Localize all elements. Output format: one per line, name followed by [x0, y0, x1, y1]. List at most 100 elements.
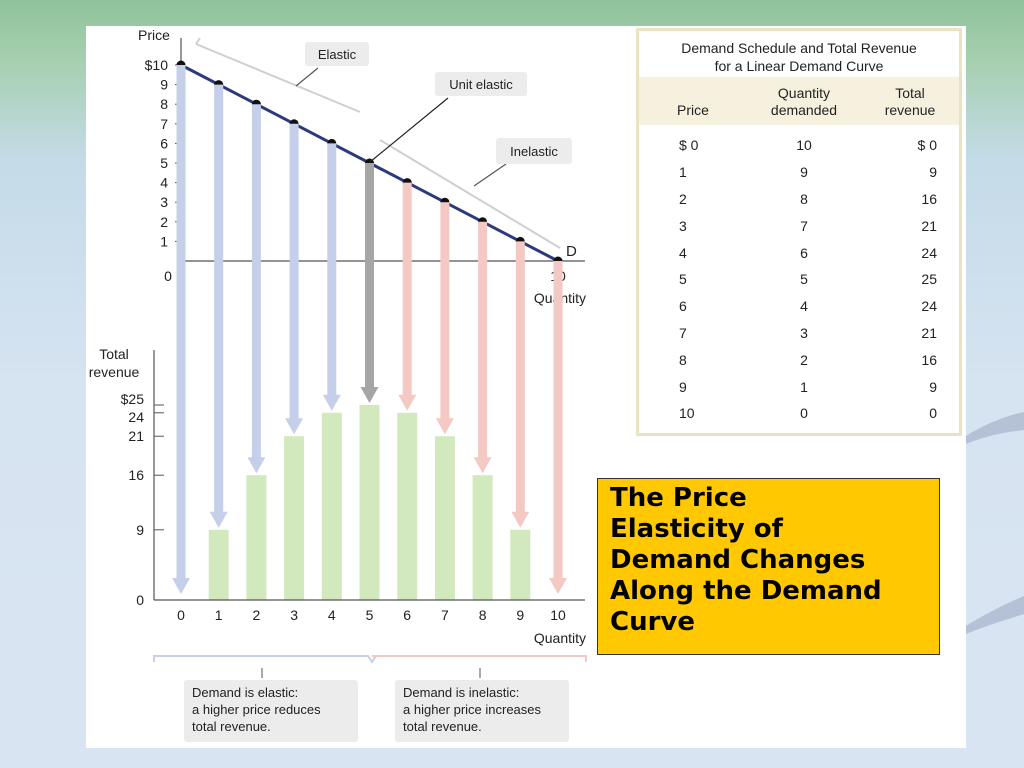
projection-arrows — [172, 65, 567, 594]
inelastic-leader — [473, 163, 507, 187]
background-swoosh — [966, 412, 1024, 634]
table-title-line: Demand Schedule and Total Revenue — [681, 40, 917, 56]
cell-quantity: 7 — [800, 217, 808, 234]
lower-quantity-tick-label: 4 — [328, 607, 336, 623]
lower-quantity-tick-label: 2 — [253, 607, 261, 623]
elastic-bracket — [195, 43, 361, 113]
callout-line: Demand Changes — [610, 545, 866, 575]
elastic-note-line: Demand is elastic: — [192, 685, 298, 700]
price-tick-label: 9 — [160, 77, 168, 93]
price-tick-label: 5 — [160, 155, 168, 171]
cell-revenue: 21 — [921, 217, 937, 234]
revenue-axis-label-bottom: revenue — [89, 364, 140, 380]
inelastic-label-box — [496, 138, 572, 164]
projection-arrow — [172, 65, 190, 594]
revenue-bar — [434, 436, 455, 600]
lower-quantity-tick-label: 7 — [441, 607, 449, 623]
cell-revenue: 24 — [921, 244, 937, 261]
cell-price: $ 0 — [679, 137, 699, 154]
callout-line: Curve — [610, 607, 695, 637]
table-row: 1 9 9 — [639, 159, 959, 186]
cell-quantity: 5 — [800, 271, 808, 288]
arrow-head — [435, 418, 454, 435]
revenue-bar — [397, 412, 418, 600]
header-quantity: Quantity demanded — [770, 85, 838, 118]
cell-revenue: 9 — [929, 164, 937, 181]
cell-price: 5 — [679, 271, 687, 288]
revenue-tick-label: 16 — [128, 467, 144, 483]
revenue-bar — [321, 412, 342, 600]
bottom-bracket-inelastic — [372, 655, 587, 662]
elastic-bracket-end — [195, 37, 201, 45]
revenue-tick-label: 21 — [128, 428, 144, 444]
price-tick-label: 3 — [160, 194, 168, 210]
cell-quantity: 4 — [800, 298, 808, 315]
lower-quantity-axis-label: Quantity — [534, 630, 586, 646]
header-price: Price — [677, 102, 709, 118]
projection-arrow — [511, 241, 530, 528]
revenue-tick-label: 0 — [136, 592, 144, 608]
cell-quantity: 1 — [800, 378, 808, 395]
cell-quantity: 6 — [800, 244, 808, 261]
projection-arrow — [285, 123, 304, 435]
table-row: 4 6 24 — [639, 239, 959, 266]
table-title-line: for a Linear Demand Curve — [714, 58, 884, 74]
unit-elastic-label-box — [435, 72, 527, 96]
revenue-tick-label: $25 — [121, 391, 145, 407]
projection-arrow — [435, 202, 454, 435]
cell-price: 3 — [679, 217, 687, 234]
projection-arrow — [473, 221, 492, 474]
inelastic-note-line: a higher price increases — [403, 702, 542, 717]
lower-quantity-tick-label: 0 — [177, 607, 185, 623]
revenue-bar — [284, 436, 305, 600]
table-row: 6 4 24 — [639, 293, 959, 320]
unit-elastic-leader — [369, 97, 449, 163]
arrow-head — [549, 578, 567, 594]
elastic-note-box — [184, 680, 358, 742]
elastic-note-line: a higher price reduces — [192, 702, 321, 717]
arrow-head — [511, 511, 530, 528]
revenue-axis-label-top: Total — [99, 346, 129, 362]
price-tick-label: 7 — [160, 116, 168, 132]
price-tick-label: $10 — [145, 57, 169, 73]
demand-schedule-table: Demand Schedule and Total Revenue for a … — [636, 28, 962, 436]
cell-quantity: 2 — [800, 351, 808, 368]
arrow-head — [285, 418, 304, 435]
callout-line: The Price — [610, 483, 747, 513]
table-row: 5 5 25 — [639, 266, 959, 293]
inelastic-note-line: Demand is inelastic: — [403, 685, 519, 700]
cell-revenue: 25 — [921, 271, 937, 288]
price-tick-label: 6 — [160, 135, 168, 151]
arrow-head — [209, 511, 228, 528]
cell-revenue: 16 — [921, 351, 937, 368]
table-row: 10 0 0 — [639, 400, 959, 427]
callout-line: Elasticity of — [610, 514, 783, 544]
header-total-revenue: Total revenue — [884, 85, 936, 118]
cell-quantity: 8 — [800, 190, 808, 207]
cell-price: 10 — [679, 405, 695, 422]
elastic-note-line: total revenue. — [192, 719, 271, 734]
cell-quantity: 9 — [800, 164, 808, 181]
price-tick-label: 2 — [160, 214, 168, 230]
arrow-head — [247, 457, 266, 474]
cell-price: 7 — [679, 324, 687, 341]
table-row: 2 8 16 — [639, 186, 959, 213]
table-row: $ 0 10 $ 0 — [639, 132, 959, 159]
lower-quantity-tick-label: 8 — [479, 607, 487, 623]
quantity-tick-label: 0 — [164, 268, 172, 284]
slide-title-callout: The Price Elasticity of Demand Changes A… — [597, 478, 940, 655]
lower-quantity-tick-label: 3 — [290, 607, 298, 623]
cell-revenue: 21 — [921, 324, 937, 341]
table-row: 8 2 16 — [639, 346, 959, 373]
projection-arrow — [209, 84, 228, 528]
table-row: 3 7 21 — [639, 212, 959, 239]
cell-quantity: 3 — [800, 324, 808, 341]
cell-revenue: 24 — [921, 298, 937, 315]
cell-revenue: $ 0 — [917, 137, 937, 154]
table-row: 9 1 9 — [639, 373, 959, 400]
revenue-bar — [208, 529, 229, 600]
table-header: Price Quantity demanded Total revenue — [639, 77, 959, 125]
lower-quantity-tick-label: 6 — [403, 607, 411, 623]
projection-arrow — [549, 261, 567, 594]
